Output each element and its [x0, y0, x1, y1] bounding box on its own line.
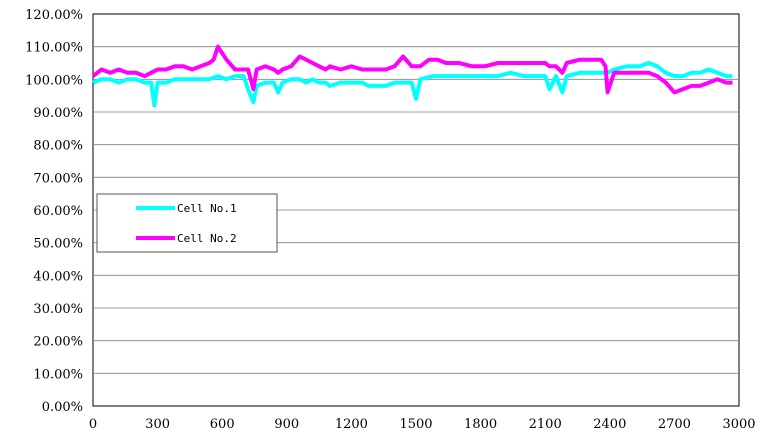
x-tick-label: 2400 [593, 417, 626, 432]
legend-label-cell-1: Cell No.1 [177, 202, 237, 215]
x-tick-label: 900 [274, 417, 299, 432]
y-tick-label: 50.00% [33, 237, 83, 252]
legend: Cell No.1 Cell No.2 [96, 193, 278, 253]
x-tick-label: 1800 [464, 417, 497, 432]
x-axis-ticks: 0 300 600 900 1200 1500 1800 2100 2400 2700 3000 [89, 417, 756, 432]
y-tick-label: 120.00% [25, 8, 83, 23]
y-tick-label: 10.00% [33, 367, 83, 382]
y-tick-label: 80.00% [33, 139, 83, 154]
x-tick-label: 1500 [399, 417, 432, 432]
legend-box [96, 193, 278, 253]
x-tick-label: 2700 [658, 417, 691, 432]
series-line-cell-2 [91, 44, 733, 95]
legend-label-cell-2: Cell No.2 [177, 232, 237, 245]
y-tick-label: 110.00% [25, 41, 83, 56]
y-tick-label: 30.00% [33, 302, 83, 317]
y-tick-label: 100.00% [25, 73, 83, 88]
y-axis-ticks: 0.00% 10.00% 20.00% 30.00% 40.00% 50.00% 60.00… [25, 8, 83, 415]
y-tick-label: 0.00% [42, 400, 83, 415]
y-tick-label: 70.00% [33, 171, 83, 186]
x-tick-label: 0 [89, 417, 97, 432]
x-tick-label: 2100 [529, 417, 562, 432]
y-tick-label: 20.00% [33, 335, 83, 350]
series-line-cell-1 [92, 61, 733, 108]
x-tick-label: 1200 [335, 417, 368, 432]
y-tick-label: 90.00% [33, 106, 83, 121]
x-tick-label: 3000 [722, 417, 755, 432]
y-tick-label: 60.00% [33, 204, 83, 219]
x-tick-label: 600 [210, 417, 235, 432]
y-tick-label: 40.00% [33, 269, 83, 284]
x-tick-label: 300 [145, 417, 170, 432]
series-layer [91, 44, 733, 108]
